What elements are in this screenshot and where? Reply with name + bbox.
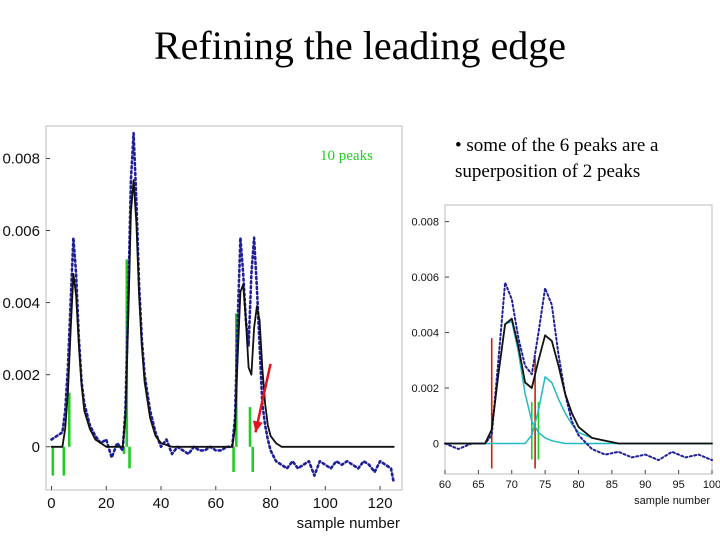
x-tick-label: 60 (207, 495, 224, 512)
ten-peaks-chart: 0 0.002 0.004 0.006 0.008 0 20 40 60 80 100 120 samp… (2, 125, 403, 532)
x-tick-label: 100 (313, 495, 338, 512)
y-tick-label: 0.008 (411, 216, 439, 228)
x-axis-label: sample number (634, 495, 710, 507)
fit-line (50, 179, 395, 448)
slide-title: Refining the leading edge (153, 23, 567, 68)
x-tick-label: 85 (606, 479, 618, 491)
x-tick-label: 90 (639, 479, 651, 491)
x-axis-label: sample number (297, 515, 400, 532)
fit-line (444, 317, 713, 445)
y-tick-label: 0.002 (2, 367, 40, 384)
arrow-head (253, 420, 263, 433)
x-tick-label: 100 (703, 479, 720, 491)
y-tick-label: 0.002 (411, 383, 439, 395)
x-tick-label: 0 (47, 495, 55, 512)
x-tick-label: 20 (98, 495, 115, 512)
y-tick-label: 0.006 (411, 272, 439, 284)
arrow-shaft (254, 363, 272, 433)
bullet-text: • some of the 6 peaks are a superpositio… (455, 135, 659, 182)
y-tick-label: 0.004 (2, 295, 40, 312)
y-tick-label: 0 (32, 439, 40, 456)
x-tick-label: 95 (673, 479, 685, 491)
x-tick-label: 40 (153, 495, 170, 512)
plot-frame (45, 125, 403, 491)
x-tick-label: 75 (539, 479, 551, 491)
y-tick-label: 0.004 (411, 327, 439, 339)
x-tick-label: 80 (262, 495, 279, 512)
x-tick-label: 120 (368, 495, 393, 512)
y-tick-label: 0.006 (2, 223, 40, 240)
x-tick-label: 80 (572, 479, 584, 491)
x-tick-label: 65 (472, 479, 484, 491)
x-tick-label: 60 (439, 479, 451, 491)
peaks-annotation: 10 peaks (320, 148, 373, 164)
y-tick-label: 0 (433, 438, 439, 450)
plot-frame (444, 204, 713, 475)
x-tick-label: 70 (506, 479, 518, 491)
y-tick-label: 0.008 (2, 151, 40, 168)
